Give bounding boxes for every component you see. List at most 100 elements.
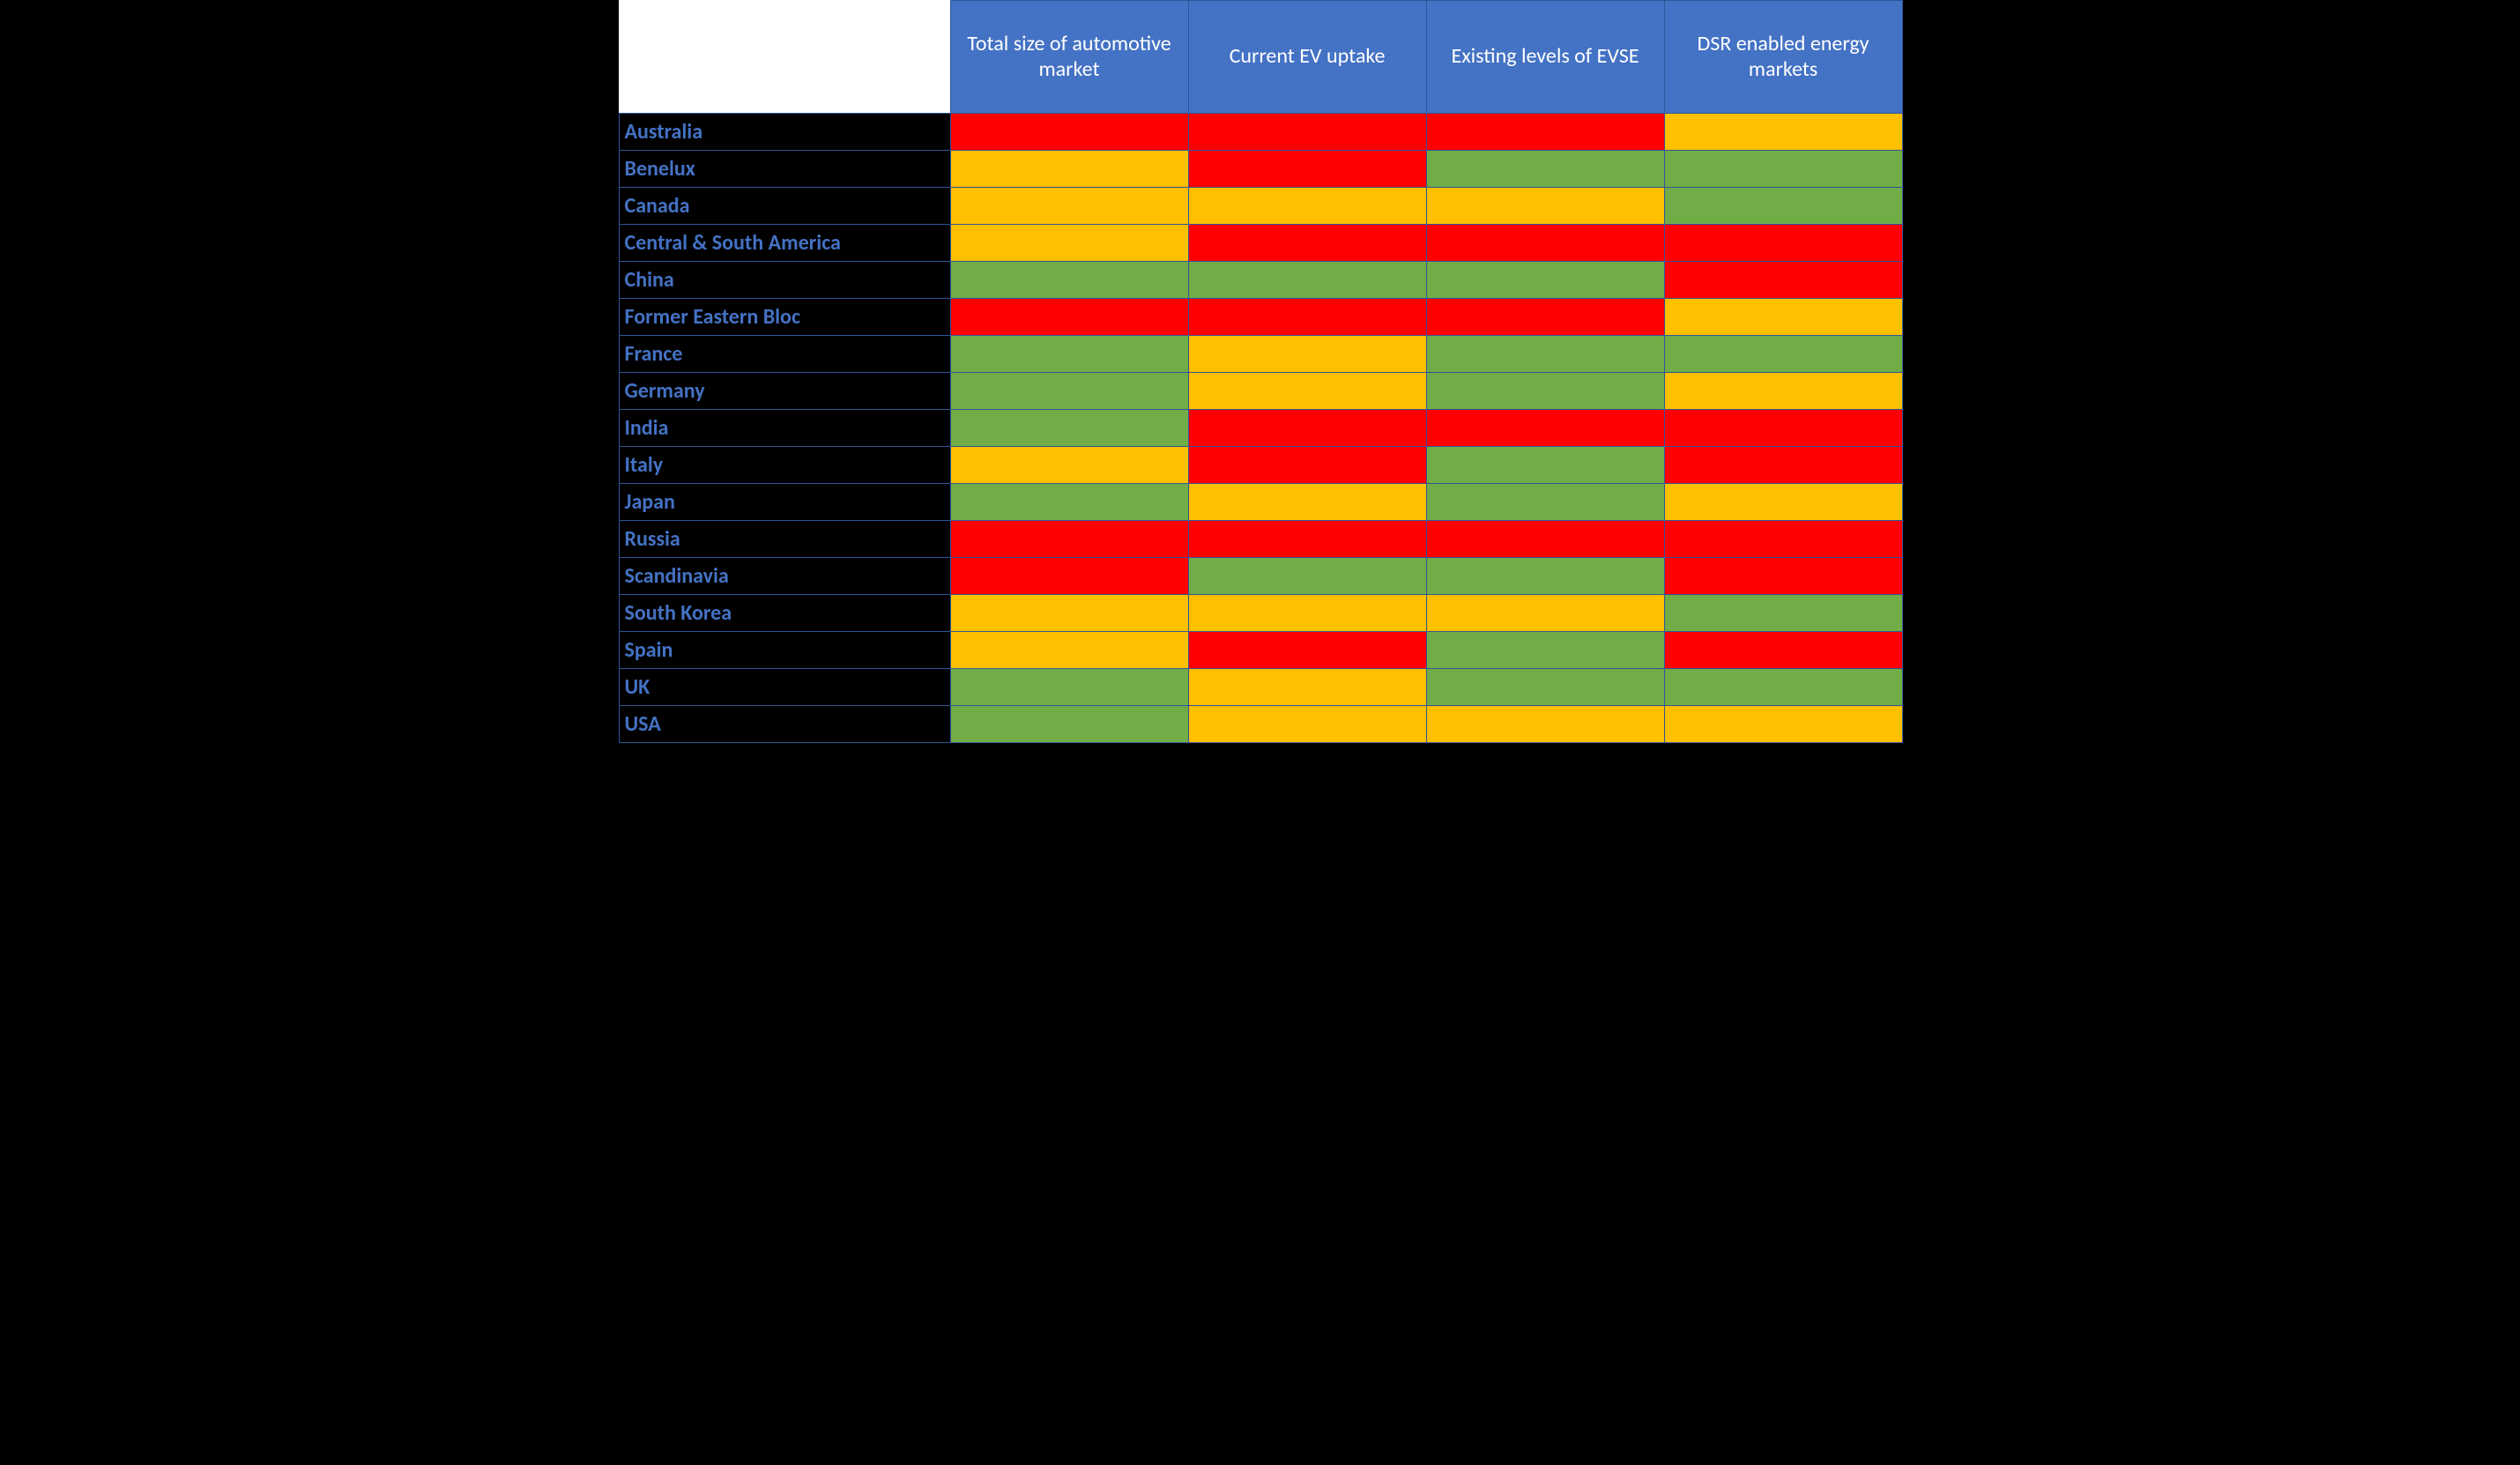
heat-cell — [950, 669, 1188, 706]
heat-cell — [1188, 632, 1426, 669]
table-row: India — [619, 410, 1902, 447]
col-header: Total size of automotive market — [950, 1, 1188, 114]
table-row: Canada — [619, 188, 1902, 225]
row-label: USA — [619, 706, 950, 743]
heat-cell — [1664, 151, 1902, 188]
col-header: DSR enabled energy markets — [1664, 1, 1902, 114]
row-label: India — [619, 410, 950, 447]
heat-cell — [1188, 595, 1426, 632]
heat-cell — [1426, 669, 1664, 706]
table-body: AustraliaBeneluxCanadaCentral & South Am… — [619, 114, 1902, 743]
heat-cell — [1664, 632, 1902, 669]
heat-cell — [1664, 373, 1902, 410]
heat-cell — [1188, 410, 1426, 447]
heat-cell — [1664, 558, 1902, 595]
header-blank — [619, 1, 950, 114]
table-row: Spain — [619, 632, 1902, 669]
heat-cell — [1426, 373, 1664, 410]
heat-cell — [1188, 447, 1426, 484]
heat-cell — [1426, 262, 1664, 299]
table-row: Russia — [619, 521, 1902, 558]
heat-cell — [950, 595, 1188, 632]
heat-cell — [1426, 225, 1664, 262]
heat-cell — [950, 484, 1188, 521]
table-row: Germany — [619, 373, 1902, 410]
heat-cell — [1188, 299, 1426, 336]
heat-cell — [1664, 706, 1902, 743]
table-row: Italy — [619, 447, 1902, 484]
heat-cell — [950, 632, 1188, 669]
heat-cell — [1664, 114, 1902, 151]
heat-cell — [1426, 151, 1664, 188]
table-row: Former Eastern Bloc — [619, 299, 1902, 336]
heat-cell — [950, 410, 1188, 447]
heat-cell — [1188, 558, 1426, 595]
row-label: Russia — [619, 521, 950, 558]
heat-cell — [1664, 447, 1902, 484]
col-header: Existing levels of EVSE — [1426, 1, 1664, 114]
table-row: China — [619, 262, 1902, 299]
heat-cell — [950, 151, 1188, 188]
heat-cell — [950, 188, 1188, 225]
row-label: China — [619, 262, 950, 299]
heat-cell — [1188, 114, 1426, 151]
heat-cell — [950, 373, 1188, 410]
heat-cell — [1426, 299, 1664, 336]
heat-cell — [1188, 706, 1426, 743]
heat-cell — [950, 447, 1188, 484]
heat-cell — [1664, 262, 1902, 299]
heat-cell — [950, 521, 1188, 558]
heat-cell — [1426, 521, 1664, 558]
heat-cell — [1664, 669, 1902, 706]
table-row: Australia — [619, 114, 1902, 151]
heatmap-table: Total size of automotive market Current … — [619, 0, 1903, 743]
heat-cell — [1188, 151, 1426, 188]
col-header: Current EV uptake — [1188, 1, 1426, 114]
heat-cell — [1188, 521, 1426, 558]
heat-cell — [1426, 188, 1664, 225]
row-label: Spain — [619, 632, 950, 669]
heat-cell — [1664, 410, 1902, 447]
heat-cell — [1188, 336, 1426, 373]
heat-cell — [1664, 336, 1902, 373]
heat-cell — [1664, 595, 1902, 632]
heat-cell — [1426, 595, 1664, 632]
row-label: South Korea — [619, 595, 950, 632]
heat-cell — [1426, 706, 1664, 743]
row-label: France — [619, 336, 950, 373]
heat-cell — [1426, 114, 1664, 151]
row-label: Benelux — [619, 151, 950, 188]
heat-cell — [1426, 632, 1664, 669]
heatmap-table-wrap: Total size of automotive market Current … — [619, 0, 1902, 743]
heat-cell — [950, 336, 1188, 373]
heat-cell — [950, 706, 1188, 743]
row-label: Italy — [619, 447, 950, 484]
row-label: Japan — [619, 484, 950, 521]
heat-cell — [1426, 484, 1664, 521]
row-label: Germany — [619, 373, 950, 410]
row-label: Central & South America — [619, 225, 950, 262]
row-label: Australia — [619, 114, 950, 151]
table-row: Benelux — [619, 151, 1902, 188]
row-label: Former Eastern Bloc — [619, 299, 950, 336]
heat-cell — [1188, 188, 1426, 225]
table-row: Japan — [619, 484, 1902, 521]
heat-cell — [1664, 225, 1902, 262]
heat-cell — [1664, 188, 1902, 225]
heat-cell — [1188, 669, 1426, 706]
table-header: Total size of automotive market Current … — [619, 1, 1902, 114]
row-label: Scandinavia — [619, 558, 950, 595]
heat-cell — [1664, 521, 1902, 558]
heat-cell — [950, 262, 1188, 299]
row-label: UK — [619, 669, 950, 706]
table-row: South Korea — [619, 595, 1902, 632]
heat-cell — [1426, 336, 1664, 373]
table-row: Scandinavia — [619, 558, 1902, 595]
heat-cell — [1188, 484, 1426, 521]
heat-cell — [1426, 447, 1664, 484]
table-row: UK — [619, 669, 1902, 706]
heat-cell — [1664, 484, 1902, 521]
row-label: Canada — [619, 188, 950, 225]
heat-cell — [1188, 225, 1426, 262]
heat-cell — [950, 558, 1188, 595]
